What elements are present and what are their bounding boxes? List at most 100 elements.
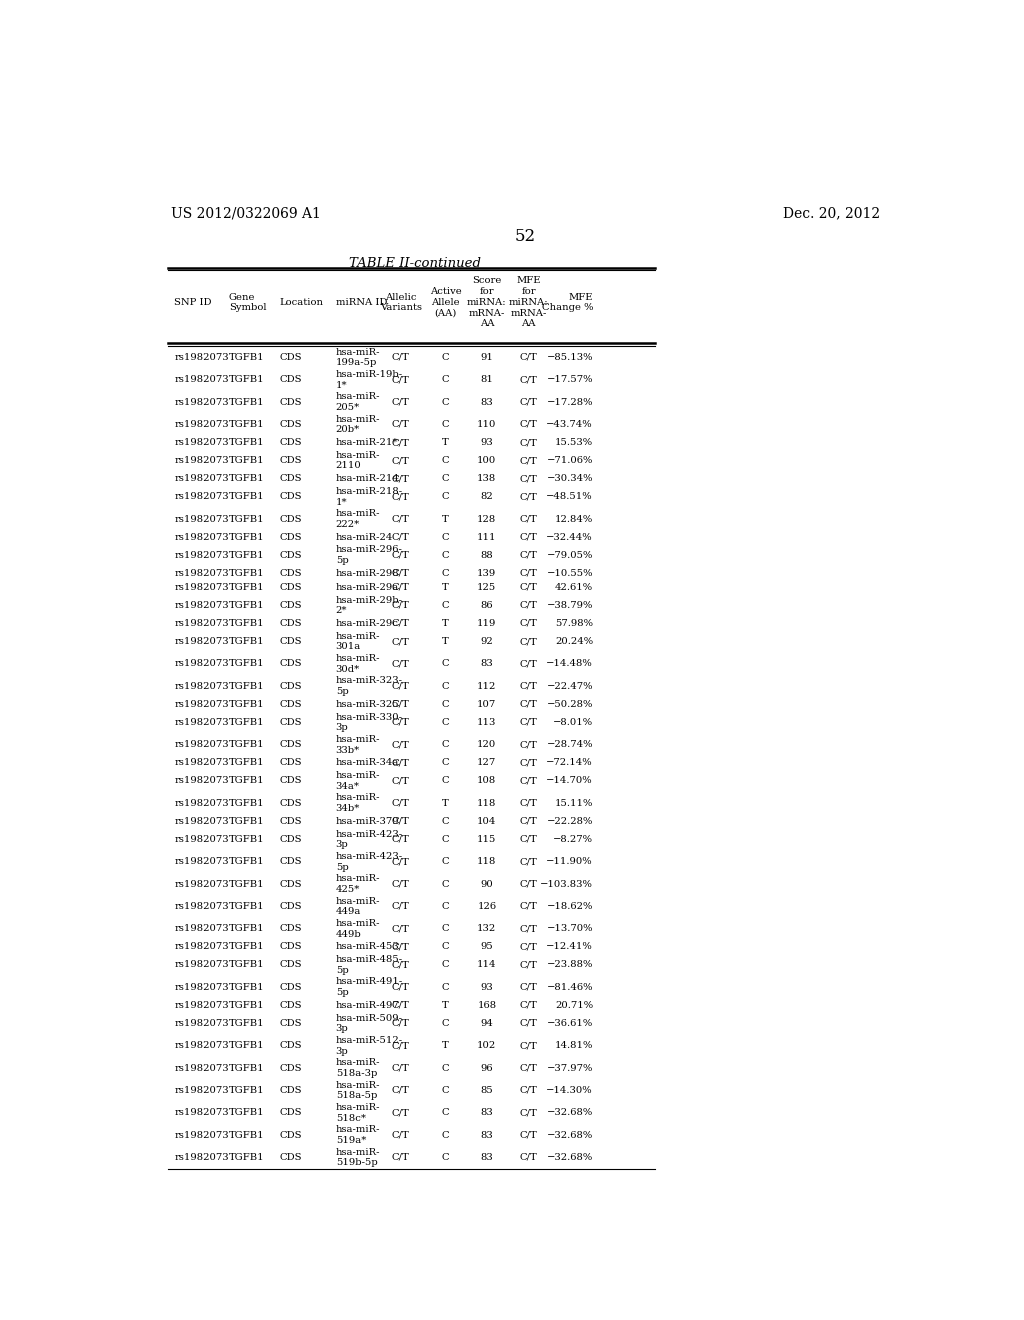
Text: 88: 88 bbox=[480, 550, 494, 560]
Text: T: T bbox=[442, 583, 450, 591]
Text: hsa-miR-
425*: hsa-miR- 425* bbox=[336, 874, 380, 894]
Text: C/T: C/T bbox=[520, 759, 538, 767]
Text: 93: 93 bbox=[480, 983, 494, 991]
Text: rs1982073: rs1982073 bbox=[174, 1109, 229, 1117]
Text: rs1982073: rs1982073 bbox=[174, 961, 229, 969]
Text: TGFB1: TGFB1 bbox=[228, 924, 264, 933]
Text: 92: 92 bbox=[480, 638, 494, 645]
Text: C/T: C/T bbox=[392, 1131, 410, 1139]
Text: CDS: CDS bbox=[280, 601, 302, 610]
Text: −18.62%: −18.62% bbox=[547, 902, 593, 911]
Text: CDS: CDS bbox=[280, 638, 302, 645]
Text: C/T: C/T bbox=[520, 1001, 538, 1010]
Text: C/T: C/T bbox=[392, 681, 410, 690]
Text: 81: 81 bbox=[480, 375, 494, 384]
Text: TGFB1: TGFB1 bbox=[228, 1019, 264, 1028]
Text: hsa-miR-296-
5p: hsa-miR-296- 5p bbox=[336, 545, 402, 565]
Text: hsa-miR-218-
1*: hsa-miR-218- 1* bbox=[336, 487, 402, 507]
Text: hsa-miR-423-
3p: hsa-miR-423- 3p bbox=[336, 829, 402, 849]
Text: hsa-miR-
205*: hsa-miR- 205* bbox=[336, 392, 380, 412]
Text: C: C bbox=[442, 1064, 450, 1073]
Text: TGFB1: TGFB1 bbox=[228, 1109, 264, 1117]
Text: C/T: C/T bbox=[392, 817, 410, 826]
Text: rs1982073: rs1982073 bbox=[174, 352, 229, 362]
Text: TGFB1: TGFB1 bbox=[228, 397, 264, 407]
Text: rs1982073: rs1982073 bbox=[174, 638, 229, 645]
Text: −17.28%: −17.28% bbox=[547, 397, 593, 407]
Text: 83: 83 bbox=[480, 397, 494, 407]
Text: TGFB1: TGFB1 bbox=[228, 759, 264, 767]
Text: hsa-miR-
2110: hsa-miR- 2110 bbox=[336, 450, 380, 470]
Text: hsa-miR-29b-
2*: hsa-miR-29b- 2* bbox=[336, 595, 402, 615]
Text: C/T: C/T bbox=[392, 457, 410, 465]
Text: T: T bbox=[442, 515, 450, 524]
Text: 168: 168 bbox=[477, 1001, 497, 1010]
Text: hsa-miR-19b-
1*: hsa-miR-19b- 1* bbox=[336, 370, 402, 389]
Text: hsa-miR-34a: hsa-miR-34a bbox=[336, 759, 399, 767]
Text: hsa-miR-
518c*: hsa-miR- 518c* bbox=[336, 1104, 380, 1123]
Text: −32.68%: −32.68% bbox=[547, 1131, 593, 1139]
Text: hsa-miR-29a: hsa-miR-29a bbox=[336, 583, 399, 591]
Text: −50.28%: −50.28% bbox=[547, 700, 593, 709]
Text: TGFB1: TGFB1 bbox=[228, 1086, 264, 1096]
Text: CDS: CDS bbox=[280, 942, 302, 952]
Text: TGFB1: TGFB1 bbox=[228, 569, 264, 578]
Text: C/T: C/T bbox=[520, 1064, 538, 1073]
Text: TGFB1: TGFB1 bbox=[228, 619, 264, 628]
Text: CDS: CDS bbox=[280, 1064, 302, 1073]
Text: rs1982073: rs1982073 bbox=[174, 776, 229, 785]
Text: TGFB1: TGFB1 bbox=[228, 983, 264, 991]
Text: rs1982073: rs1982073 bbox=[174, 1041, 229, 1051]
Text: C: C bbox=[442, 1152, 450, 1162]
Text: 83: 83 bbox=[480, 1152, 494, 1162]
Text: C: C bbox=[442, 700, 450, 709]
Text: TGFB1: TGFB1 bbox=[228, 375, 264, 384]
Text: C/T: C/T bbox=[392, 942, 410, 952]
Text: 118: 118 bbox=[477, 799, 497, 808]
Text: hsa-miR-325: hsa-miR-325 bbox=[336, 700, 399, 709]
Text: C/T: C/T bbox=[520, 1019, 538, 1028]
Text: hsa-miR-497: hsa-miR-497 bbox=[336, 1001, 399, 1010]
Text: C/T: C/T bbox=[392, 397, 410, 407]
Text: T: T bbox=[442, 438, 450, 447]
Text: CDS: CDS bbox=[280, 457, 302, 465]
Text: CDS: CDS bbox=[280, 474, 302, 483]
Text: TGFB1: TGFB1 bbox=[228, 438, 264, 447]
Text: −11.90%: −11.90% bbox=[547, 857, 593, 866]
Text: 90: 90 bbox=[480, 879, 494, 888]
Text: rs1982073: rs1982073 bbox=[174, 1086, 229, 1096]
Text: C: C bbox=[442, 983, 450, 991]
Text: CDS: CDS bbox=[280, 902, 302, 911]
Text: C: C bbox=[442, 660, 450, 668]
Text: 120: 120 bbox=[477, 741, 497, 750]
Text: −23.88%: −23.88% bbox=[547, 961, 593, 969]
Text: rs1982073: rs1982073 bbox=[174, 438, 229, 447]
Text: Location: Location bbox=[280, 298, 324, 306]
Text: C/T: C/T bbox=[392, 983, 410, 991]
Text: TGFB1: TGFB1 bbox=[228, 1152, 264, 1162]
Text: C/T: C/T bbox=[392, 375, 410, 384]
Text: C/T: C/T bbox=[520, 420, 538, 429]
Text: 132: 132 bbox=[477, 924, 497, 933]
Text: C: C bbox=[442, 924, 450, 933]
Text: CDS: CDS bbox=[280, 1041, 302, 1051]
Text: 20.24%: 20.24% bbox=[555, 638, 593, 645]
Text: 126: 126 bbox=[477, 902, 497, 911]
Text: hsa-miR-423-
5p: hsa-miR-423- 5p bbox=[336, 851, 402, 871]
Text: C: C bbox=[442, 1019, 450, 1028]
Text: C/T: C/T bbox=[392, 857, 410, 866]
Text: C: C bbox=[442, 1109, 450, 1117]
Text: rs1982073: rs1982073 bbox=[174, 942, 229, 952]
Text: rs1982073: rs1982073 bbox=[174, 817, 229, 826]
Text: C/T: C/T bbox=[520, 942, 538, 952]
Text: 95: 95 bbox=[480, 942, 494, 952]
Text: C/T: C/T bbox=[520, 1041, 538, 1051]
Text: 112: 112 bbox=[477, 681, 497, 690]
Text: 52: 52 bbox=[514, 227, 536, 244]
Text: 86: 86 bbox=[480, 601, 494, 610]
Text: TGFB1: TGFB1 bbox=[228, 718, 264, 727]
Text: CDS: CDS bbox=[280, 619, 302, 628]
Text: TGFB1: TGFB1 bbox=[228, 492, 264, 502]
Text: rs1982073: rs1982073 bbox=[174, 1131, 229, 1139]
Text: CDS: CDS bbox=[280, 352, 302, 362]
